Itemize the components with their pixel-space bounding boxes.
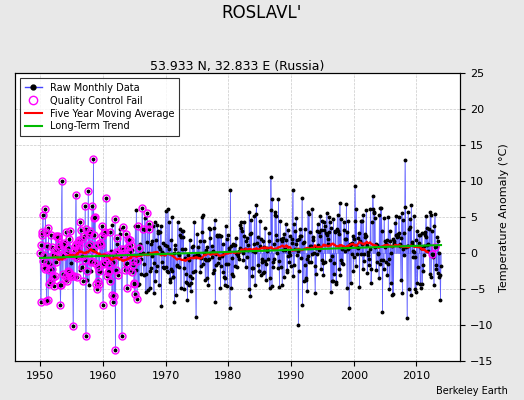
Title: 53.933 N, 32.833 E (Russia): 53.933 N, 32.833 E (Russia) [150, 60, 325, 73]
Legend: Raw Monthly Data, Quality Control Fail, Five Year Moving Average, Long-Term Tren: Raw Monthly Data, Quality Control Fail, … [20, 78, 179, 136]
Text: ROSLAVL': ROSLAVL' [222, 4, 302, 22]
Y-axis label: Temperature Anomaly (°C): Temperature Anomaly (°C) [499, 143, 509, 292]
Text: Berkeley Earth: Berkeley Earth [436, 386, 508, 396]
